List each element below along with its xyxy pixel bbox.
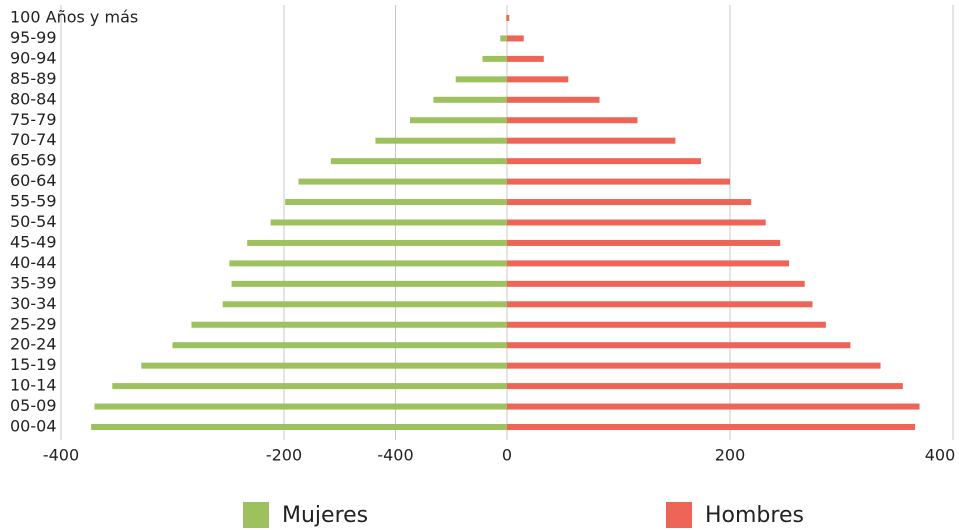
bar: [507, 178, 730, 185]
y-tick-label: 70-74: [10, 130, 57, 149]
y-tick-label: 15-19: [10, 355, 57, 374]
bar: [91, 424, 507, 430]
bar: [409, 117, 507, 124]
bar: [507, 342, 851, 349]
bar: [507, 280, 805, 287]
bar: [507, 260, 790, 267]
bar: [433, 96, 507, 103]
bar: [507, 403, 920, 410]
x-tick-label: -400: [43, 446, 79, 465]
y-tick-label: 65-69: [10, 151, 57, 170]
legend-swatch: [666, 502, 692, 528]
bar: [507, 199, 752, 206]
x-tick-label: -400: [377, 446, 413, 465]
bar: [455, 76, 507, 83]
bar: [330, 158, 507, 165]
x-tick-label: 200: [715, 446, 746, 465]
x-tick-label: -200: [266, 446, 302, 465]
y-tick-label: 100 Años y más: [10, 8, 138, 27]
bar: [507, 383, 903, 390]
bar: [507, 35, 524, 42]
bar: [94, 403, 507, 410]
bar: [507, 117, 638, 124]
y-tick-label: 40-44: [10, 253, 57, 272]
bar: [507, 321, 826, 328]
bar: [247, 239, 507, 246]
y-tick-label: 05-09: [10, 396, 57, 415]
y-tick-label: 95-99: [10, 28, 57, 47]
y-tick-label: 35-39: [10, 273, 57, 292]
y-tick-label: 10-14: [10, 376, 57, 395]
bar: [375, 137, 507, 144]
bar: [298, 178, 507, 185]
y-tick-label: 55-59: [10, 192, 57, 211]
bar: [172, 342, 507, 349]
y-tick-label: 25-29: [10, 314, 57, 333]
bar: [507, 76, 569, 83]
bar: [231, 280, 507, 287]
bar: [507, 137, 676, 144]
bar: [229, 260, 508, 267]
legend-swatch: [243, 502, 269, 528]
y-tick-label: 00-04: [10, 417, 57, 436]
bar: [507, 158, 702, 165]
bar: [507, 96, 600, 103]
bar: [112, 383, 507, 390]
y-tick-label: 50-54: [10, 212, 57, 231]
y-tick-label: 85-89: [10, 69, 57, 88]
x-tick-label: 400: [925, 446, 956, 465]
bar: [507, 239, 781, 246]
legend-label: Hombres: [705, 503, 804, 528]
bar: [507, 362, 881, 369]
bar: [141, 362, 507, 369]
x-tick-label: 0: [502, 446, 512, 465]
y-tick-label: 80-84: [10, 89, 57, 108]
y-tick-label: 30-34: [10, 294, 57, 313]
legend-label: Mujeres: [282, 503, 368, 528]
y-tick-label: 20-24: [10, 335, 57, 354]
bar: [507, 301, 813, 308]
bar: [507, 219, 766, 226]
bar: [270, 219, 507, 226]
bar: [500, 35, 507, 42]
bar: [285, 199, 507, 206]
bar: [222, 301, 508, 308]
y-tick-label: 60-64: [10, 171, 57, 190]
bar: [482, 55, 507, 62]
y-tick-label: 75-79: [10, 110, 57, 129]
bar: [507, 15, 510, 21]
y-tick-label: 90-94: [10, 48, 57, 67]
bar: [191, 321, 507, 328]
bar: [507, 55, 544, 62]
bar: [507, 424, 916, 430]
y-tick-label: 45-49: [10, 232, 57, 251]
bar: [505, 15, 507, 21]
